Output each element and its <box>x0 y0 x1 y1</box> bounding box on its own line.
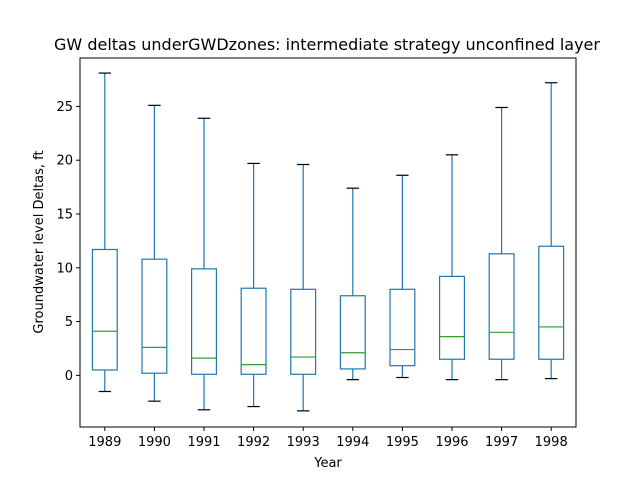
plot-area <box>91 72 565 412</box>
x-tick-label: 1995 <box>386 435 419 450</box>
box <box>191 268 218 375</box>
x-axis-label: Year <box>313 456 342 471</box>
x-tick-label: 1998 <box>535 435 568 450</box>
y-axis-label: Groundwater level Deltas, ft <box>32 150 47 333</box>
box-group-1997 <box>488 106 515 381</box>
x-axis: 1989 1990 1991 1992 1993 1994 1995 1996 1997 1998 <box>88 427 568 450</box>
x-tick-label: 1989 <box>88 435 121 450</box>
axes-frame <box>79 57 577 428</box>
box <box>538 245 565 360</box>
box <box>240 287 267 375</box>
box-group-1993 <box>290 163 317 412</box>
y-tick-label: 15 <box>56 207 73 222</box>
box <box>141 258 168 374</box>
box <box>488 253 515 360</box>
x-tick-label: 1996 <box>435 435 468 450</box>
box-group-1994 <box>339 187 366 381</box>
box-group-1990 <box>141 104 168 402</box>
y-tick-label: 5 <box>65 315 73 330</box>
box-group-1998 <box>538 82 565 380</box>
x-tick-label: 1990 <box>138 435 171 450</box>
box <box>91 248 118 371</box>
x-tick-label: 1994 <box>336 435 369 450</box>
x-tick-label: 1993 <box>287 435 320 450</box>
box-group-1995 <box>389 174 416 379</box>
box-group-1989 <box>91 72 118 393</box>
x-tick-label: 1992 <box>237 435 270 450</box>
chart-title: GW deltas underGWDzones: intermediate st… <box>54 35 600 54</box>
box-group-1992 <box>240 162 267 408</box>
box <box>339 295 366 370</box>
box <box>389 288 416 367</box>
y-tick-label: 10 <box>56 261 73 276</box>
box <box>439 275 466 360</box>
box-group-1991 <box>191 117 218 411</box>
x-tick-label: 1997 <box>485 435 518 450</box>
box-group-1996 <box>439 154 466 381</box>
y-tick-label: 0 <box>65 369 73 384</box>
box <box>290 288 317 375</box>
y-axis: 0 5 10 15 20 25 <box>56 100 80 384</box>
y-tick-label: 20 <box>56 154 73 169</box>
y-tick-label: 25 <box>56 100 73 115</box>
x-tick-label: 1991 <box>187 435 220 450</box>
